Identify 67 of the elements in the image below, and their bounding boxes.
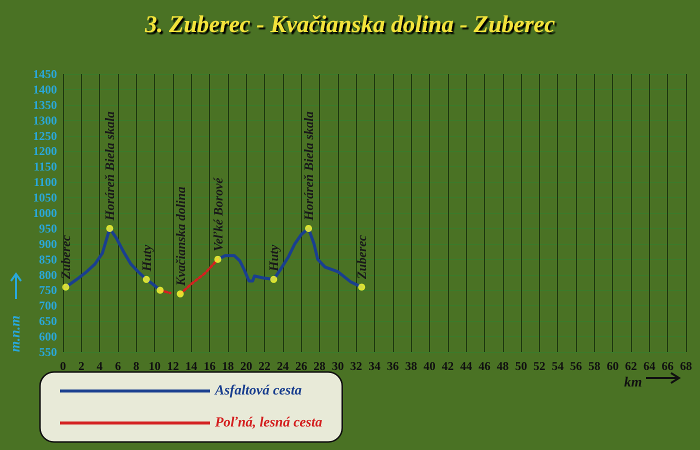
y-tick-label: 1100: [34, 175, 57, 190]
y-tick-label: 1250: [33, 128, 57, 143]
x-tick-label: 34: [368, 359, 380, 373]
x-tick-label: 10: [148, 359, 161, 373]
annotation: Veľké Borové: [210, 176, 226, 252]
y-tick-label: 1300: [33, 113, 57, 128]
y-tick-label: 550: [39, 345, 57, 359]
x-tick-label: 26: [295, 359, 308, 373]
x-tick-label: 60: [606, 359, 619, 373]
x-tick-label: 18: [222, 359, 234, 373]
x-tick-label: 40: [423, 359, 436, 373]
y-tick-label: 950: [39, 221, 57, 236]
x-tick-label: 50: [515, 359, 528, 373]
y-tick-label: 1150: [34, 160, 57, 174]
y-tick-label: 800: [39, 268, 57, 282]
x-tick-label: 58: [588, 359, 600, 373]
x-tick-label: 2: [78, 359, 84, 373]
chart-title: 3. Zuberec - Kvačianska dolina - Zuberec: [144, 12, 556, 38]
annotation: Horáreň Biela skala: [301, 110, 316, 222]
y-tick-label: 750: [39, 283, 57, 298]
y-tick-label: 900: [39, 236, 57, 251]
y-tick-label: 850: [39, 252, 57, 266]
x-tick-label: 48: [496, 359, 509, 373]
y-tick-label: 1050: [33, 190, 57, 205]
x-tick-label: 14: [185, 359, 198, 373]
y-tick-label: 1350: [33, 98, 57, 112]
x-tick-label: 28: [314, 359, 326, 373]
x-tick-label: 12: [166, 359, 179, 373]
x-tick-label: 36: [386, 359, 399, 373]
annotation: Zuberec: [354, 234, 370, 280]
y-tick-label: 1200: [33, 144, 57, 158]
x-tick-label: 62: [625, 359, 638, 373]
x-tick-label: 8: [133, 359, 140, 373]
y-tick-label: 700: [39, 298, 57, 313]
x-axis-title: km: [624, 376, 642, 390]
x-tick-label: 20: [240, 359, 252, 373]
annotation: Horáreň Biela skala: [102, 110, 118, 222]
x-tick-label: 44: [460, 359, 472, 373]
x-tick-label: 30: [332, 359, 344, 373]
x-tick-label: 6: [114, 359, 121, 373]
x-tick-label: 56: [570, 359, 582, 373]
x-tick-label: 38: [405, 359, 418, 373]
annotation: Kvačianska dolina: [172, 186, 188, 287]
x-tick-label: 0: [60, 359, 66, 373]
x-tick-label: 46: [478, 359, 490, 373]
x-tick-label: 24: [276, 359, 289, 373]
x-tick-label: 68: [680, 359, 692, 373]
y-tick-label: 1450: [33, 67, 57, 81]
x-tick-label: 32: [350, 359, 362, 373]
x-tick-label: 52: [533, 359, 546, 373]
y-tick-label: 600: [39, 330, 57, 344]
x-tick-label: 66: [662, 359, 674, 373]
x-tick-label: 4: [96, 359, 103, 373]
x-tick-label: 16: [204, 359, 216, 373]
text: Poľná, lesná cesta: [215, 416, 322, 430]
annotation: Huty: [266, 244, 282, 272]
y-tick-label: 1400: [33, 82, 57, 96]
annotation: Zuberec: [58, 234, 74, 280]
x-tick-label: 22: [258, 359, 271, 373]
annotation: Huty: [138, 244, 154, 272]
y-tick-label: 650: [39, 314, 57, 328]
x-tick-label: 64: [643, 359, 656, 373]
x-tick-label: 54: [552, 359, 564, 373]
x-tick-label: 42: [442, 359, 454, 373]
y-tick-label: 1000: [33, 206, 57, 220]
y-axis-title: m.n.m: [8, 315, 24, 352]
text: Asfaltová cesta: [214, 384, 302, 398]
